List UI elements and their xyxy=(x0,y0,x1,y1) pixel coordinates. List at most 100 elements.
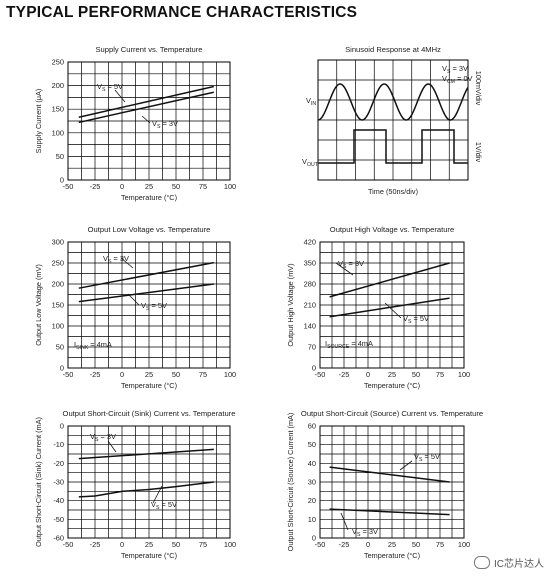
x-tick-label: 50 xyxy=(172,540,180,549)
x-tick-label: 100 xyxy=(224,182,236,191)
series-label: VS = 5V xyxy=(151,500,177,511)
y-tick-label: 60 xyxy=(308,422,316,431)
y-tick-label: 0 xyxy=(60,176,64,185)
watermark: IC芯片达人 xyxy=(474,555,544,570)
y-tick-label: -30 xyxy=(53,478,64,487)
y-tick-label: 250 xyxy=(52,58,64,67)
y-tick-label: 10 xyxy=(308,515,316,524)
y-tick-label: -50 xyxy=(53,515,64,524)
chat-bubble-icon xyxy=(474,556,490,569)
y-axis-label: Output Short-Circuit (Source) Current (m… xyxy=(286,413,295,552)
x-tick-label: 25 xyxy=(388,370,396,379)
series-label: VS = 3V xyxy=(352,527,378,538)
condition-label: ISOURCE = 4mA xyxy=(325,339,373,350)
x-tick-label: -50 xyxy=(63,540,74,549)
y-tick-label: 300 xyxy=(52,238,64,247)
series-label: VS = 3V xyxy=(90,432,116,443)
leader-line xyxy=(141,115,151,124)
x-tick-label: 50 xyxy=(172,182,180,191)
x-tick-label: 75 xyxy=(199,540,207,549)
y-tick-label: -10 xyxy=(53,440,64,449)
x-tick-label: 0 xyxy=(366,370,370,379)
y-axis-label: Output Short-Circuit (Sink) Current (mA) xyxy=(34,417,43,547)
series-line-2 xyxy=(78,91,214,124)
x-tick-label: -50 xyxy=(315,370,326,379)
chart-title: Output High Voltage vs. Temperature xyxy=(330,225,454,234)
x-tick-label: 100 xyxy=(224,540,236,549)
x-tick-label: -50 xyxy=(63,182,74,191)
series-vin-line xyxy=(317,83,469,121)
chart-title: Supply Current vs. Temperature xyxy=(95,45,202,54)
series-label-vin: VIN xyxy=(306,96,316,107)
x-tick-label: -25 xyxy=(339,370,350,379)
leader-line xyxy=(399,460,413,471)
x-axis-label: Temperature (°C) xyxy=(121,381,177,390)
x-tick-label: 25 xyxy=(145,182,153,191)
y-tick-label: 210 xyxy=(304,301,316,310)
x-tick-label: 0 xyxy=(366,540,370,549)
x-axis-label: Temperature (°C) xyxy=(364,551,420,560)
leader-line xyxy=(107,440,117,453)
x-tick-label: -25 xyxy=(90,182,101,191)
series-line-1 xyxy=(78,85,214,118)
x-tick-label: 75 xyxy=(436,540,444,549)
y-tick-label: 100 xyxy=(52,322,64,331)
y-tick-label: 150 xyxy=(52,301,64,310)
plot-frame xyxy=(67,61,231,181)
x-tick-label: 75 xyxy=(199,182,207,191)
y-axis-label: Output Low Voltage (mV) xyxy=(34,264,43,346)
chart-c2: Sinusoid Response at 4MHz Time (50ns/div)… xyxy=(302,45,483,196)
y-tick-label: 250 xyxy=(52,259,64,268)
chart-title: Output Low Voltage vs. Temperature xyxy=(88,225,211,234)
y-tick-label: 280 xyxy=(304,280,316,289)
plot-frame xyxy=(319,425,465,539)
y-tick-label: 20 xyxy=(308,496,316,505)
y-tick-label: 50 xyxy=(56,343,64,352)
watermark-text: IC芯片达人 xyxy=(494,559,544,570)
series-line-2 xyxy=(329,508,450,516)
leader-line xyxy=(384,302,402,319)
y-tick-label: 420 xyxy=(304,238,316,247)
x-tick-label: 0 xyxy=(120,182,124,191)
series-label: VS = 5V xyxy=(141,301,167,312)
x-axis-label: Temperature (°C) xyxy=(121,193,177,202)
y-axis-label: Output High Voltage (mV) xyxy=(286,263,295,346)
x-tick-label: 25 xyxy=(145,370,153,379)
leader-line xyxy=(152,485,163,504)
x-tick-label: 75 xyxy=(199,370,207,379)
x-tick-label: -25 xyxy=(90,540,101,549)
y-tick-label: 30 xyxy=(308,478,316,487)
series-line-1 xyxy=(78,261,214,289)
y-tick-label: 100 xyxy=(52,128,64,137)
x-tick-label: -25 xyxy=(339,540,350,549)
series-label: VS = 5V xyxy=(97,82,123,93)
plot-frame xyxy=(67,241,231,369)
series-line-1 xyxy=(78,448,214,460)
series-label: VS = 5V xyxy=(403,314,429,325)
x-tick-label: -50 xyxy=(63,370,74,379)
annotation-vs: VS = 3V xyxy=(442,64,468,75)
page-title: TYPICAL PERFORMANCE CHARACTERISTICS xyxy=(6,4,358,21)
series-line-2 xyxy=(78,283,214,303)
right-scale-label: 100mV/div xyxy=(474,71,483,106)
y-tick-label: 0 xyxy=(60,364,64,373)
x-tick-label: 50 xyxy=(412,540,420,549)
x-tick-label: 25 xyxy=(145,540,153,549)
y-tick-label: 0 xyxy=(60,422,64,431)
x-tick-label: 75 xyxy=(436,370,444,379)
plot-frame xyxy=(67,425,231,539)
y-tick-label: 150 xyxy=(52,105,64,114)
condition-label: ISINK = 4mA xyxy=(74,340,112,351)
x-tick-label: -25 xyxy=(90,370,101,379)
y-tick-label: 200 xyxy=(52,81,64,90)
y-tick-label: -20 xyxy=(53,459,64,468)
series-label: VS = 3V xyxy=(152,119,178,130)
x-tick-label: -50 xyxy=(315,540,326,549)
chart-title: Output Short-Circuit (Sink) Current vs. … xyxy=(63,409,236,418)
right-scale-label: 1V/div xyxy=(474,142,483,163)
series-label: VS = 5V xyxy=(414,452,440,463)
x-tick-label: 50 xyxy=(172,370,180,379)
y-axis-label: Supply Current (μA) xyxy=(34,89,43,154)
y-tick-label: 200 xyxy=(52,280,64,289)
